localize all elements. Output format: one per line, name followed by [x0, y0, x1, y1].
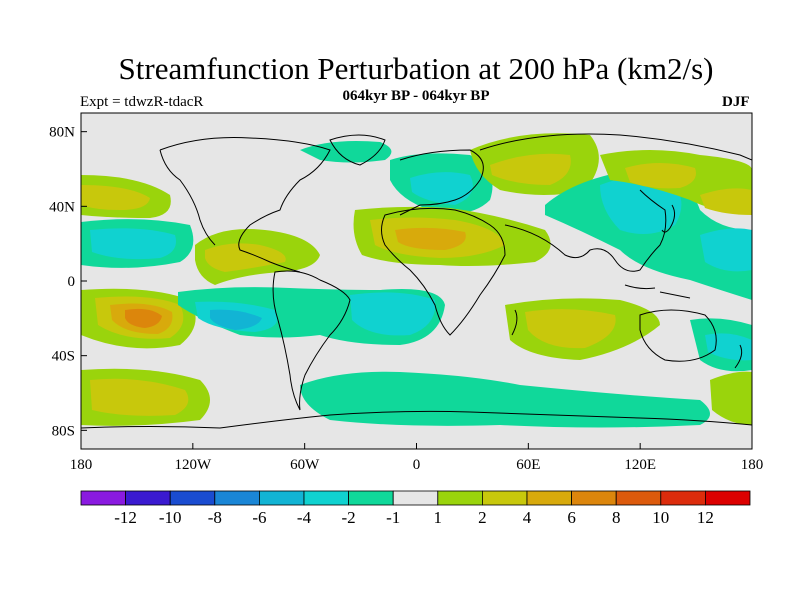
coastline — [639, 309, 717, 362]
colorbar-swatch — [481, 490, 528, 506]
coastline — [479, 133, 752, 161]
contour-region — [210, 309, 262, 330]
contour-region — [625, 163, 696, 189]
contour-region — [490, 153, 571, 185]
coastline — [329, 134, 386, 166]
colorbar-label: 6 — [567, 508, 576, 527]
coastline — [159, 149, 216, 246]
colorbar-label: 1 — [434, 508, 443, 527]
colorbar-label: -2 — [342, 508, 356, 527]
colorbar-boxes — [80, 490, 751, 506]
colorbar-swatch — [437, 490, 483, 506]
colorbar-swatch — [526, 490, 572, 506]
contour-region — [205, 243, 286, 272]
coastline — [399, 149, 484, 216]
lat-tick-label: 40S — [52, 349, 75, 365]
colorbar-swatch — [571, 490, 617, 506]
colorbar-label: 10 — [652, 508, 669, 527]
contour-fills — [81, 133, 752, 428]
coastline — [81, 410, 752, 429]
contour-region — [350, 292, 436, 336]
coastline — [734, 344, 743, 369]
colorbar-swatch — [303, 490, 349, 506]
colorbar-label: -1 — [386, 508, 400, 527]
colorbar-label: -8 — [208, 508, 222, 527]
contour-region — [81, 185, 150, 210]
lon-tick-label: 180 — [741, 457, 764, 473]
coastline — [511, 309, 518, 336]
contour-region — [300, 371, 710, 428]
lon-tick-label: 0 — [413, 457, 421, 473]
colorbar-labels: -12 -10 -8 -6 -4 -2 -1 1 2 4 6 8 10 12 — [114, 508, 714, 527]
colorbar-swatch — [80, 490, 126, 506]
lon-tick-label: 60E — [516, 457, 540, 473]
lat-tick-label: 80N — [49, 125, 75, 141]
colorbar-label: -10 — [159, 508, 182, 527]
contour-region — [710, 371, 752, 425]
lon-tick-label: 120E — [624, 457, 656, 473]
contour-region — [125, 308, 162, 328]
lon-tick-label: 180 — [70, 457, 93, 473]
colorbar-swatch — [615, 490, 662, 506]
coastline — [504, 189, 667, 272]
lat-tick-label: 80S — [52, 423, 75, 439]
lat-tick-label: 40N — [49, 199, 75, 215]
colorbar-swatch — [258, 490, 305, 506]
colorbar-swatch — [348, 490, 394, 506]
contour-region — [525, 309, 616, 349]
coastline — [159, 137, 331, 273]
coastline — [624, 284, 691, 299]
colorbar-swatch — [214, 490, 260, 506]
contour-region — [90, 228, 176, 260]
colorbar-label: -6 — [252, 508, 266, 527]
coastline — [381, 207, 506, 336]
colorbar-label: 2 — [478, 508, 487, 527]
season-label: DJF — [722, 94, 750, 110]
contour-region — [90, 378, 189, 416]
lon-tick-label: 120W — [174, 457, 212, 473]
experiment-label: Expt = tdwzR-tdacR — [80, 94, 204, 110]
colorbar-label: -12 — [114, 508, 137, 527]
lat-tick-label: 0 — [68, 274, 76, 290]
colorbar-label: 8 — [612, 508, 621, 527]
coastlines — [81, 133, 752, 429]
colorbar-label: 4 — [523, 508, 532, 527]
chart-subtitle: 064kyr BP - 064kyr BP — [342, 88, 490, 104]
colorbar-label: -4 — [297, 508, 312, 527]
colorbar-swatch — [125, 490, 171, 506]
colorbar-swatch — [169, 490, 216, 506]
contour-region — [300, 141, 392, 163]
coastline — [661, 204, 676, 233]
chart-title: Streamfunction Perturbation at 200 hPa (… — [118, 51, 714, 86]
contour-region — [700, 188, 752, 215]
contour-region — [700, 228, 752, 272]
contour-region — [600, 176, 682, 234]
colorbar-swatch — [705, 490, 751, 506]
map-axes: 80N 40N 0 40S 80S 180 120W 60W 0 60E 120E 180 — [49, 125, 763, 473]
colorbar-swatch — [392, 490, 439, 506]
contour-region — [545, 168, 752, 300]
coastline — [272, 270, 351, 411]
contour-region — [410, 172, 473, 205]
contour-region — [395, 227, 466, 250]
colorbar-label: 12 — [697, 508, 714, 527]
colorbar-swatch — [660, 490, 706, 506]
lon-tick-label: 60W — [290, 457, 320, 473]
